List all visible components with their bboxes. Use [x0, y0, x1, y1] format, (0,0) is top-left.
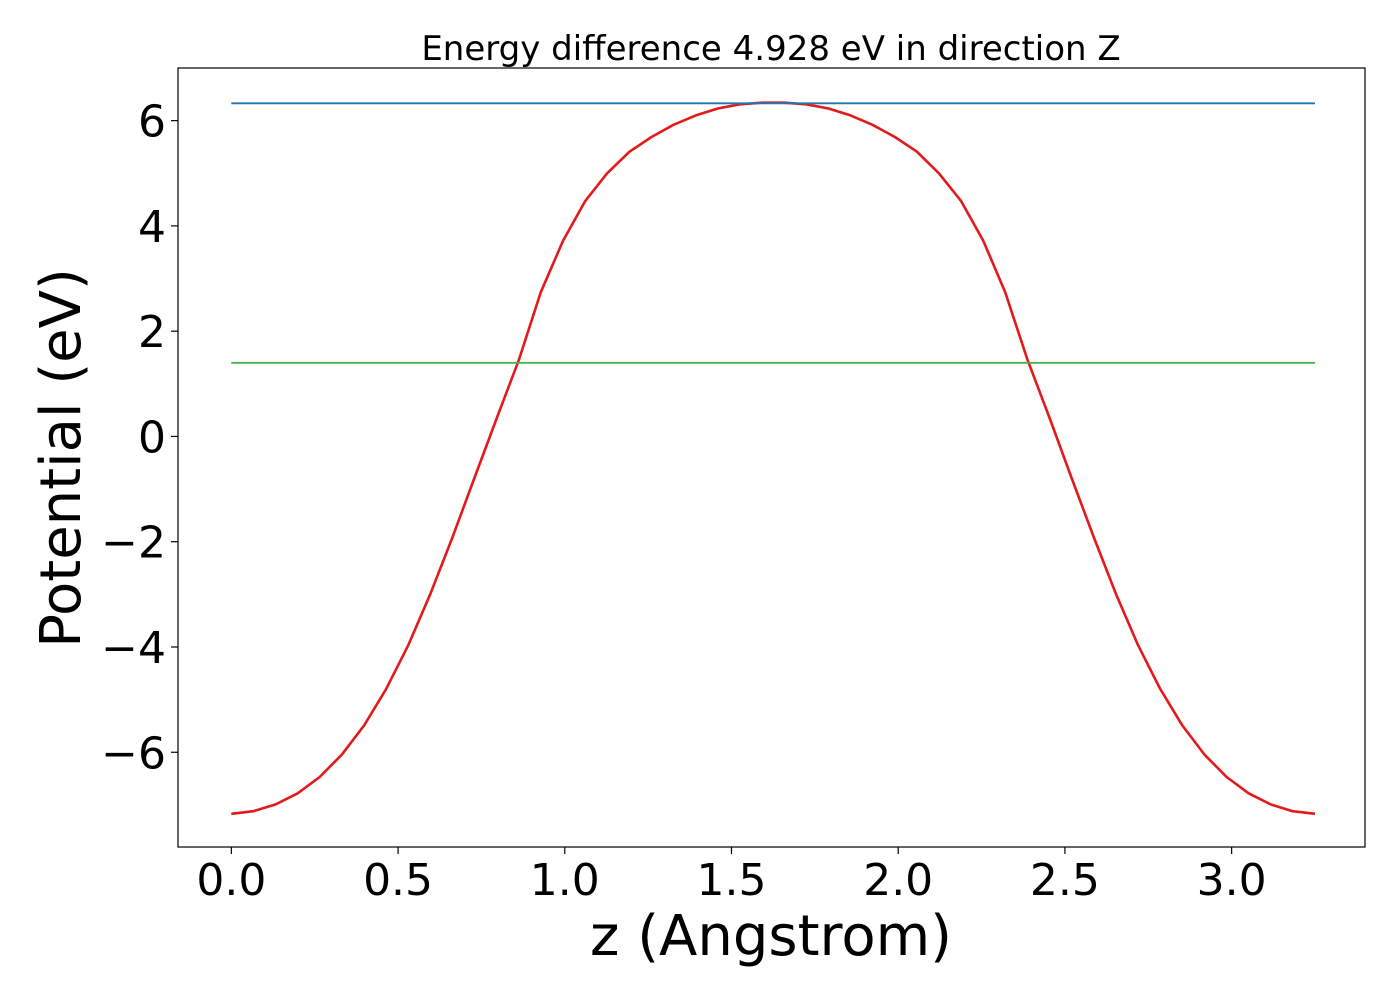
y-axis-ticks: 6 4 2 0 −2 −4 −6 [101, 97, 178, 779]
y-tick-label: −4 [101, 623, 166, 674]
y-tick-label: 2 [138, 307, 166, 358]
x-axis-label: z (Angstrom) [590, 904, 952, 969]
x-tick-label: 0.5 [363, 855, 433, 906]
y-axis-label: Potential (eV) [29, 268, 94, 648]
chart-title: Energy difference 4.928 eV in direction … [421, 29, 1120, 69]
x-tick-label: 1.5 [696, 855, 766, 906]
y-tick-label: 0 [138, 412, 166, 463]
x-axis-ticks: 0.0 0.5 1.0 1.5 2.0 2.5 3.0 [196, 847, 1267, 906]
plot-frame [177, 67, 1366, 848]
plot-area [177, 67, 1366, 848]
y-tick-label: −2 [101, 518, 166, 569]
x-tick-label: 0.0 [196, 855, 266, 906]
y-tick-label: 6 [138, 97, 166, 148]
series-line-potential [231, 101, 1316, 816]
y-tick-label: 4 [138, 202, 166, 253]
y-tick-label: −6 [101, 728, 166, 779]
x-tick-label: 2.0 [863, 855, 933, 906]
x-tick-label: 3.0 [1197, 855, 1267, 906]
x-tick-label: 1.0 [530, 855, 600, 906]
x-tick-label: 2.5 [1030, 855, 1100, 906]
